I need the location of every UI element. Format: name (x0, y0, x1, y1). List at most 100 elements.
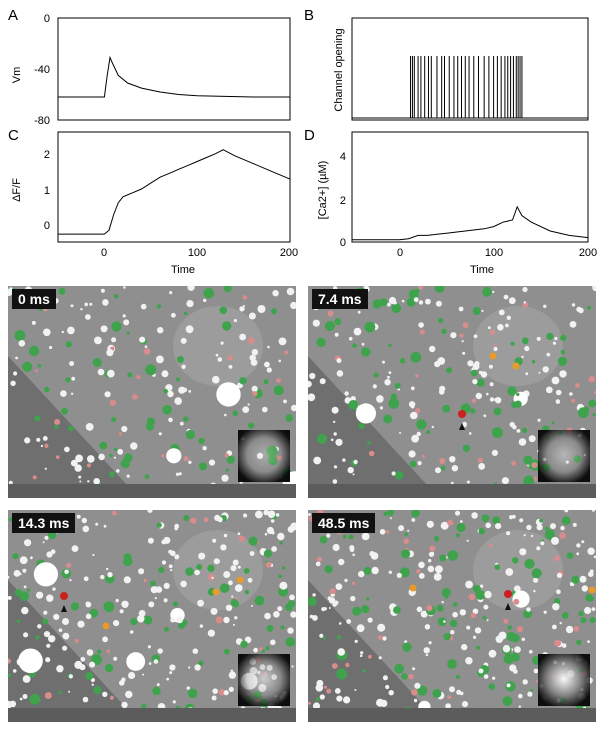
molecule-sphere (523, 455, 533, 465)
molecule-sphere (545, 386, 553, 394)
molecule-sphere (459, 609, 466, 616)
molecule-sphere (190, 517, 197, 524)
molecule-sphere (578, 610, 584, 617)
molecule-sphere (221, 474, 229, 482)
molecule-sphere (313, 456, 322, 465)
molecule-sphere (516, 429, 521, 433)
molecule-sphere (111, 321, 122, 332)
molecule-sphere (509, 515, 514, 520)
molecule-sphere (315, 697, 320, 701)
molecule-sphere (399, 567, 410, 578)
molecule-sphere (262, 406, 268, 413)
molecule-sphere (512, 557, 519, 564)
molecule-sphere (42, 436, 48, 441)
molecule-sphere (350, 396, 356, 402)
molecule-sphere (351, 581, 356, 586)
molecule-sphere (69, 361, 75, 366)
molecule-sphere (510, 652, 520, 662)
molecule-sphere (334, 318, 342, 326)
molecule-sphere (497, 324, 504, 331)
molecule-sphere (588, 596, 594, 602)
molecule-sphere (551, 536, 559, 545)
molecule-sphere (67, 326, 75, 335)
molecule-sphere (519, 518, 524, 523)
molecule-sphere (56, 665, 64, 673)
molecule-sphere (8, 673, 12, 678)
molecule-sphere (502, 696, 513, 707)
molecule-sphere (129, 630, 134, 634)
molecule-sphere (117, 448, 124, 455)
molecule-sphere (459, 333, 464, 338)
molecule-sphere (264, 361, 270, 368)
molecule-sphere (326, 688, 332, 694)
molecule-sphere (546, 332, 554, 340)
molecule-sphere (525, 372, 529, 376)
molecule-sphere (94, 336, 102, 345)
molecule-sphere (434, 286, 445, 293)
molecule-sphere (280, 625, 285, 630)
molecule-sphere (175, 472, 180, 476)
molecule-sphere (495, 523, 502, 530)
molecule-sphere (55, 455, 60, 459)
molecule-sphere (185, 325, 194, 334)
molecule-sphere (68, 690, 71, 693)
molecule-sphere (335, 583, 343, 590)
molecule-sphere (384, 379, 391, 386)
molecule-sphere (188, 390, 192, 393)
molecule-sphere (44, 443, 49, 448)
panel-letter-c: C (8, 127, 19, 144)
molecule-sphere (428, 551, 435, 557)
molecule-sphere (164, 626, 170, 632)
molecule-sphere (538, 371, 541, 374)
molecule-sphere (526, 607, 531, 612)
molecule-sphere (589, 569, 594, 574)
molecule-sphere (225, 468, 229, 472)
molecule-sphere (516, 392, 520, 397)
molecule-sphere (309, 614, 314, 619)
molecule-sphere (224, 648, 230, 655)
molecule-sphere (552, 603, 560, 611)
molecule-sphere (111, 337, 117, 343)
molecule-sphere (138, 610, 146, 617)
molecule-sphere (65, 562, 72, 568)
molecule-sphere (16, 619, 21, 624)
molecule-sphere (143, 578, 147, 582)
molecule-sphere (64, 569, 69, 575)
molecule-sphere (231, 595, 234, 598)
molecule-sphere (207, 564, 215, 572)
molecule-sphere (391, 303, 402, 313)
molecule-sphere (479, 584, 484, 588)
molecule-sphere (144, 474, 150, 479)
molecule-sphere (99, 441, 108, 450)
molecule-sphere (24, 539, 32, 547)
molecule-sphere (389, 517, 392, 520)
molecule-sphere (58, 628, 63, 632)
molecule-sphere (456, 689, 462, 695)
molecule-sphere (472, 608, 479, 615)
molecule-sphere (361, 532, 370, 541)
c-ytick-0: 0 (44, 220, 50, 232)
molecule-sphere (505, 323, 509, 328)
molecule-sphere (481, 514, 490, 523)
molecule-sphere (449, 686, 455, 693)
molecule-sphere (492, 676, 496, 680)
molecule-sphere (234, 616, 238, 620)
molecule-sphere (121, 701, 128, 709)
calcium-sensor-sphere (512, 362, 520, 370)
molecule-sphere (522, 679, 528, 685)
molecule-sphere (147, 645, 151, 649)
scene-frame-2: 14.3 ms (8, 510, 296, 722)
molecule-sphere (106, 567, 109, 571)
molecule-sphere (223, 571, 231, 578)
d-ytick-4: 4 (340, 151, 346, 163)
molecule-sphere (174, 523, 180, 529)
molecule-sphere (486, 619, 489, 622)
molecule-sphere (237, 532, 241, 535)
molecule-sphere (208, 574, 215, 581)
molecule-sphere (174, 397, 182, 405)
molecule-sphere (65, 377, 71, 383)
molecule-sphere (272, 290, 279, 297)
molecule-sphere (22, 675, 31, 683)
molecule-sphere (576, 543, 581, 548)
molecule-sphere (344, 391, 349, 396)
